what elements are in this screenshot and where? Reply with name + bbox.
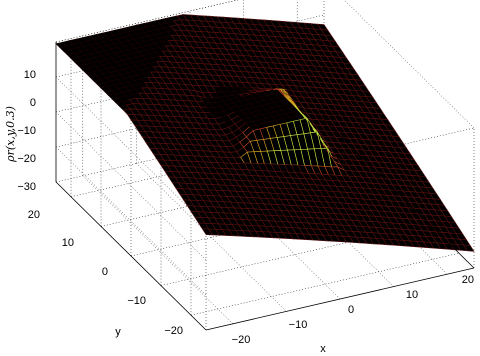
z-axis-ticks: 10 0 −10 −20 −30	[17, 69, 36, 193]
grid-line	[55, 76, 207, 226]
z-tick: −10	[17, 125, 36, 137]
x-tick: −10	[289, 319, 308, 331]
y-tick: −10	[127, 295, 146, 307]
grid-line	[130, 193, 400, 257]
grid-line	[100, 164, 370, 227]
x-axis-label: x	[320, 343, 326, 355]
y-axis-line	[55, 181, 207, 331]
x-tick: 10	[406, 289, 418, 301]
surface-facet	[463, 244, 475, 252]
z-tick: 10	[24, 69, 36, 81]
grid-line	[136, 163, 287, 312]
z-axis-label: ρr(x,y,0.3)	[4, 106, 17, 163]
surface-mesh	[55, 14, 475, 252]
y-tick: 10	[62, 237, 74, 249]
box-edge	[343, 0, 475, 129]
box-edge	[55, 0, 239, 43]
y-tick: 0	[102, 266, 108, 278]
z-tick: −30	[17, 181, 36, 193]
z-tick: −20	[17, 153, 36, 165]
x-tick: 20	[462, 274, 474, 286]
z-tick: 0	[30, 97, 36, 109]
y-axis-ticks: 20 10 0 −10 −20	[28, 209, 183, 337]
y-tick: −20	[164, 325, 183, 337]
y-tick: 20	[28, 209, 40, 221]
grid-line	[160, 223, 430, 286]
grid-line	[55, 84, 325, 148]
axes-box-front	[55, 0, 475, 331]
grid-line	[55, 111, 207, 261]
grid-line	[190, 252, 460, 316]
box-edge	[323, 119, 475, 269]
grid-line	[55, 146, 207, 296]
x-axis-line	[205, 267, 475, 331]
x-axis-ticks: −20 −10 0 10 20	[232, 274, 474, 346]
grid-line	[70, 134, 340, 198]
grid-line	[55, 49, 325, 113]
grid-line	[55, 119, 325, 183]
box-edge	[205, 127, 475, 191]
y-axis-label: y	[115, 326, 121, 338]
x-tick: −20	[232, 334, 251, 346]
x-tick: 0	[348, 304, 354, 316]
